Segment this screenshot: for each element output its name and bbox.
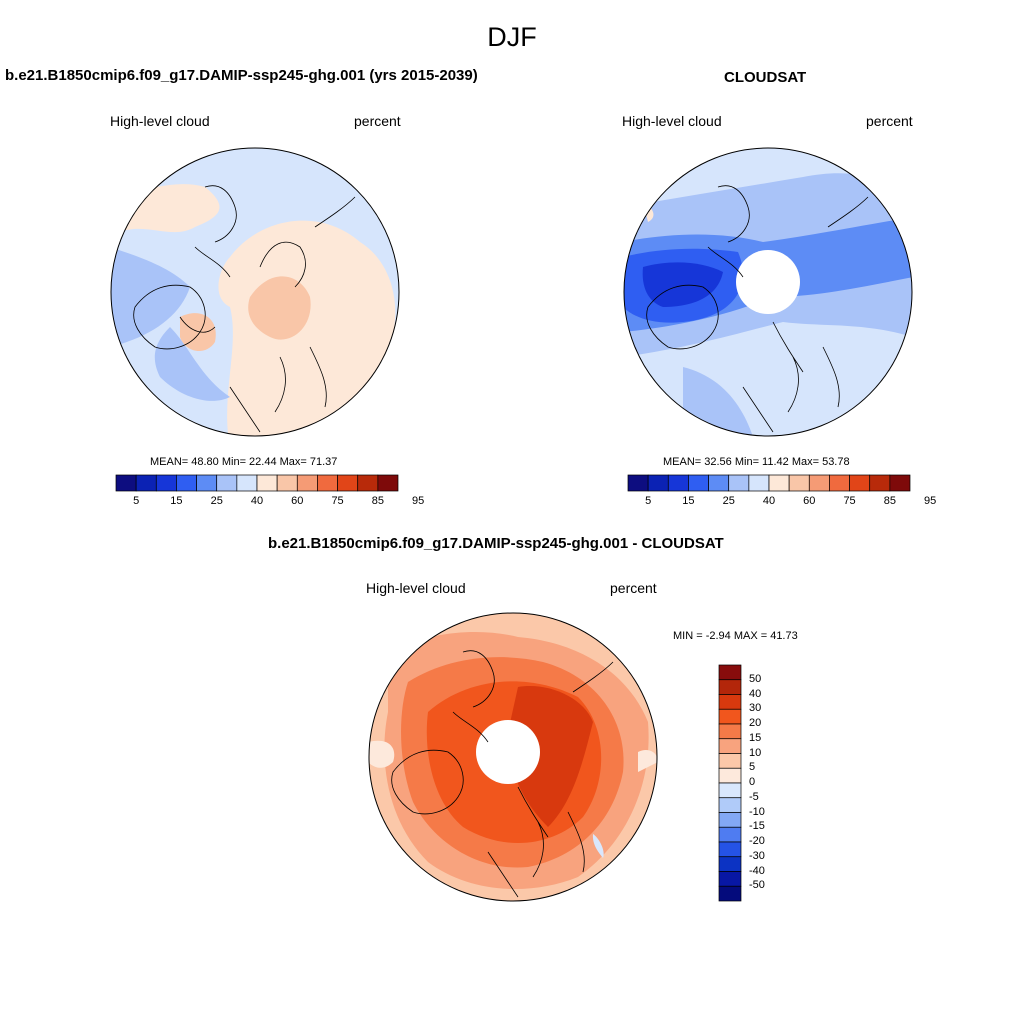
diff-variable-label: High-level cloud [366,580,466,596]
obs-colorbar-cell [708,474,730,492]
model-colorbar-cell [296,474,318,492]
diff-colorbar-tick-label: 15 [749,731,762,744]
model-colorbar-cell [256,474,278,492]
diff-panel-title: b.e21.B1850cmip6.f09_g17.DAMIP-ssp245-gh… [268,535,724,552]
obs-colorbar-cell [869,474,891,492]
diff-colorbar-cell [718,664,742,681]
model-colorbar-tick-label: 95 [412,495,425,507]
obs-stats: MEAN= 32.56 Min= 11.42 Max= 53.78 [663,456,850,468]
model-polar-map [110,147,400,437]
diff-colorbar-cell [718,753,742,769]
diff-colorbar-cell [718,797,742,813]
obs-colorbar-cell [728,474,750,492]
diff-colorbar-tick-label: 50 [749,672,762,685]
obs-colorbar-cell [688,474,709,492]
diff-colorbar-cell [718,885,742,902]
diff-colorbar-cell [718,871,742,887]
obs-colorbar-tick-label: 25 [722,495,735,507]
model-colorbar-cell [236,474,258,492]
diff-colorbar-tick-label: -5 [749,790,759,803]
diff-colorbar-cell [718,708,742,725]
model-colorbar-cell [337,474,359,492]
model-colorbar-cell [276,474,298,492]
model-colorbar-cell [317,474,338,492]
model-colorbar-cell [115,474,137,492]
diff-units-label: percent [610,580,657,596]
model-colorbar-tick-label: 60 [291,495,304,507]
obs-colorbar-cell [889,474,911,492]
model-colorbar-tick-label: 25 [210,495,223,507]
obs-colorbar [627,474,911,492]
diff-colorbar-tick-label: 40 [749,687,762,700]
page-title: DJF [487,22,537,52]
obs-polar-map [623,147,913,437]
diff-stats: MIN = -2.94 MAX = 41.73 [673,630,798,642]
model-colorbar-tick-label: 85 [371,495,384,507]
obs-colorbar-cell [768,474,790,492]
model-colorbar [115,474,399,492]
obs-colorbar-tick-label: 40 [762,495,776,507]
obs-units-label: percent [866,113,913,129]
diff-colorbar-tick-label: -10 [749,805,765,818]
obs-colorbar-cell [647,474,669,492]
diff-colorbar-cell [718,679,742,695]
obs-colorbar-cell [788,474,810,492]
model-panel-title: b.e21.B1850cmip6.f09_g17.DAMIP-ssp245-gh… [5,67,478,84]
diff-colorbar-tick-label: 5 [749,761,756,774]
obs-colorbar-cell [667,474,689,492]
model-colorbar-tick-label: 5 [133,495,140,507]
diff-colorbar-cell [718,856,742,872]
model-colorbar-cell [216,474,238,492]
obs-panel-title: CLOUDSAT [724,69,807,86]
obs-colorbar-tick-label: 15 [682,495,695,507]
model-stats: MEAN= 48.80 Min= 22.44 Max= 71.37 [150,456,338,468]
model-colorbar-cell [135,474,157,492]
model-colorbar-tick-label: 40 [250,495,264,507]
diff-colorbar-cell [718,738,742,754]
diff-polar-map [368,612,658,902]
obs-colorbar-cell [748,474,770,492]
model-colorbar-cell [155,474,177,492]
diff-colorbar-cell [718,723,742,740]
model-colorbar-cell [176,474,197,492]
obs-colorbar-tick-label: 75 [843,495,856,507]
diff-colorbar-tick-label: -20 [749,835,765,847]
model-colorbar-tick-label: 75 [331,495,344,507]
model-colorbar-cell [357,474,379,492]
obs-colorbar-cell [829,474,850,492]
model-units-label: percent [354,113,401,129]
obs-colorbar-cell [627,474,649,492]
diff-colorbar-tick-label: 10 [749,746,762,759]
diff-colorbar-tick-label: 0 [749,776,756,788]
obs-variable-label: High-level cloud [622,113,722,129]
diff-colorbar-cell [718,812,742,828]
diff-colorbar-cell [718,826,742,843]
diff-colorbar-tick-label: -15 [749,820,765,833]
diff-colorbar-cell [718,694,742,710]
diff-colorbar-cell [718,841,742,858]
obs-colorbar-tick-label: 60 [803,495,816,507]
obs-colorbar-tick-label: 85 [883,495,896,507]
model-colorbar-tick-label: 15 [170,495,183,507]
diff-colorbar-tick-label: 20 [749,717,762,729]
model-colorbar-cell [196,474,218,492]
diff-colorbar-cell [718,767,742,784]
obs-colorbar-tick-label: 5 [645,495,652,507]
obs-colorbar-tick-label: 95 [924,495,937,507]
diff-colorbar-cell [718,782,742,799]
diff-colorbar-tick-label: -40 [749,864,765,877]
obs-colorbar-cell [808,474,830,492]
diff-colorbar-tick-label: -30 [749,849,765,862]
model-colorbar-cell [377,474,399,492]
diff-colorbar-tick-label: -50 [749,879,765,892]
diff-colorbar [718,664,742,902]
obs-colorbar-cell [849,474,871,492]
model-variable-label: High-level cloud [110,113,210,129]
diff-colorbar-tick-label: 30 [749,702,762,715]
